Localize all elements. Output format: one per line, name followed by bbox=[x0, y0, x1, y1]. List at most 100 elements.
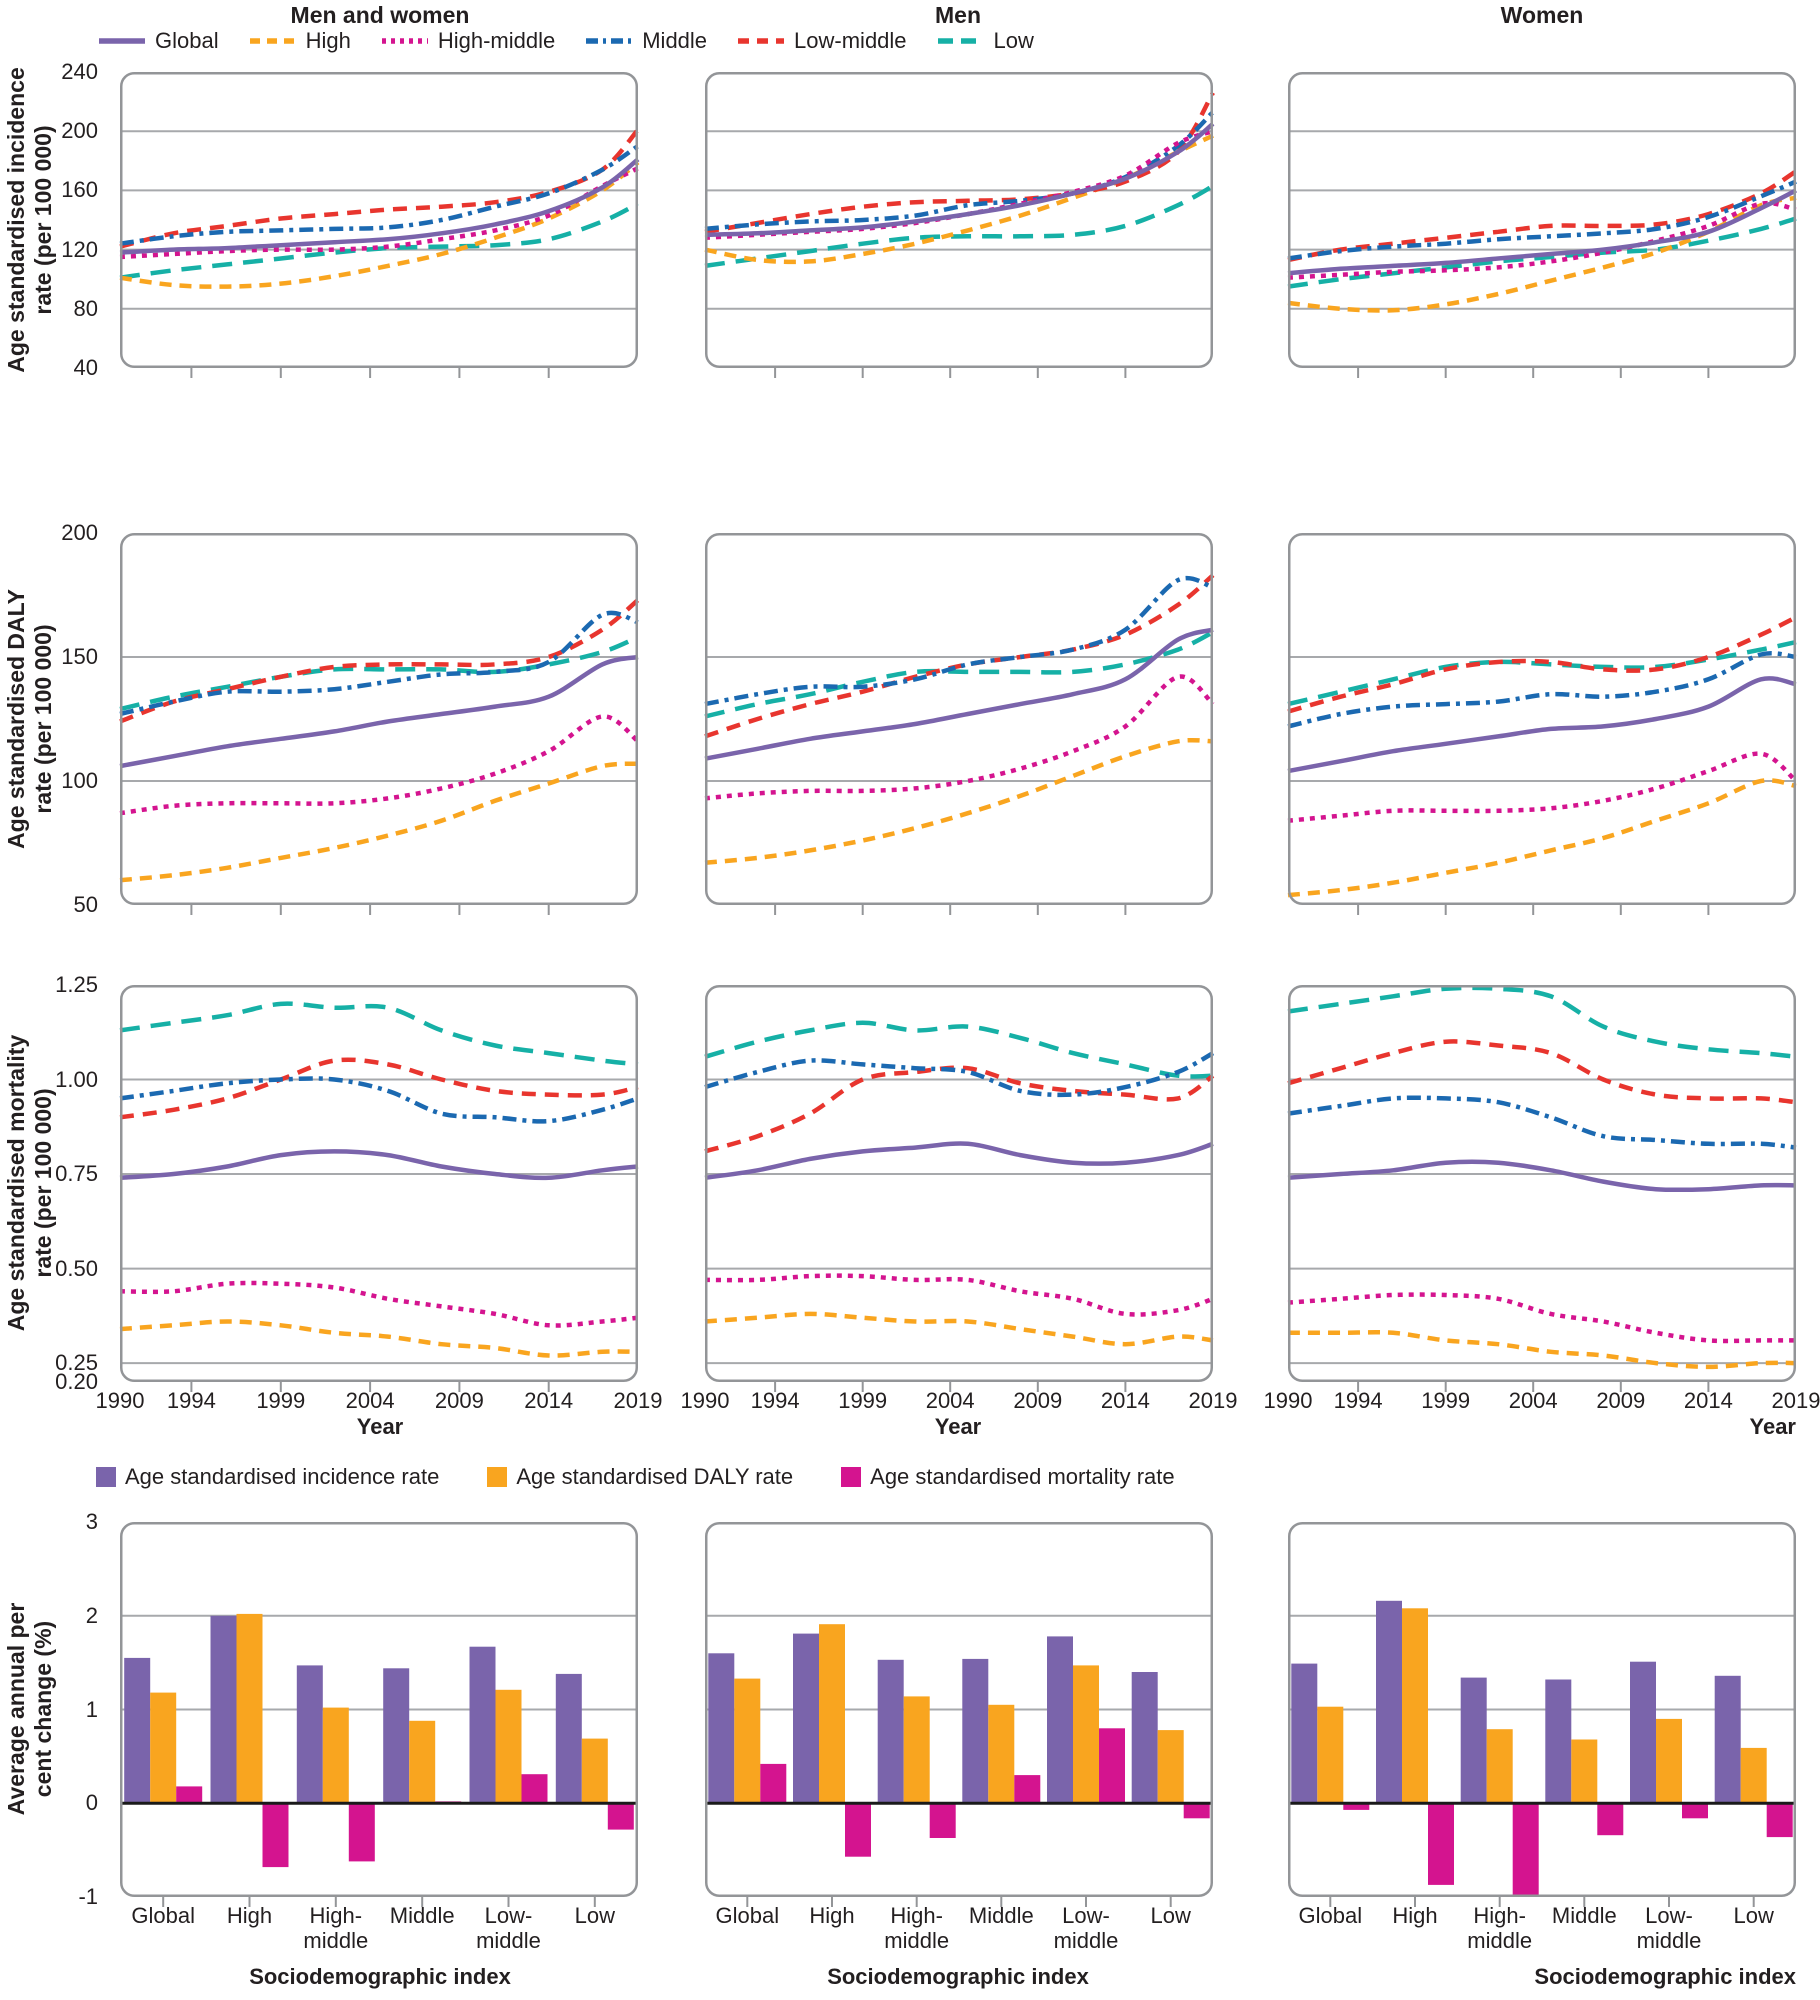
bar-category-label: High bbox=[809, 1903, 855, 1928]
line-chart-row2-col1 bbox=[704, 985, 1215, 1392]
series-line-low_middle bbox=[704, 573, 1215, 739]
series-line-high_middle bbox=[704, 1273, 1214, 1317]
bar-category-label: Low- middle bbox=[476, 1903, 541, 1953]
series-line-middle bbox=[704, 575, 1214, 707]
bar-incidence-low-middle bbox=[1630, 1661, 1656, 1804]
bar-incidence-middle bbox=[1545, 1679, 1572, 1804]
series-line-high bbox=[119, 761, 639, 883]
bar-legend-swatch-daly bbox=[487, 1467, 508, 1487]
x-axis-title-year-3: Year bbox=[1749, 1414, 1797, 1439]
bar-incidence-middle bbox=[962, 1658, 989, 1804]
series-line-low_middle bbox=[1287, 615, 1798, 714]
series-line-middle bbox=[119, 144, 640, 246]
bar-legend-swatch-mortality bbox=[841, 1467, 862, 1487]
bar-mortality-low bbox=[607, 1803, 634, 1830]
series-line-middle bbox=[1287, 1095, 1797, 1150]
y-tick-label: 0.25 bbox=[55, 1350, 98, 1376]
series-line-high bbox=[704, 737, 1214, 866]
series-line-middle bbox=[704, 1051, 1215, 1098]
plot-border bbox=[1288, 533, 1796, 905]
y-axis-label-incidence: Age standardised incidence rate (per 100… bbox=[3, 67, 56, 373]
bar-daly-low-middle bbox=[1656, 1718, 1682, 1804]
series-line-low bbox=[119, 635, 639, 712]
series-line-high_middle bbox=[704, 674, 1215, 801]
series-line-global bbox=[119, 1149, 639, 1181]
plot-border bbox=[705, 1522, 1213, 1897]
series-line-low bbox=[119, 201, 640, 280]
bar-category-label: High- middle bbox=[884, 1903, 950, 1953]
bar-incidence-high-middle bbox=[877, 1659, 904, 1804]
x-tick-label: 1990 bbox=[95, 1388, 145, 1413]
series-line-global bbox=[704, 122, 1215, 238]
bar-mortality-high bbox=[262, 1803, 289, 1868]
bar-legend-swatch-incidence bbox=[96, 1467, 116, 1487]
bar-daly-high-middle bbox=[322, 1707, 349, 1804]
y-tick-label: 40 bbox=[73, 355, 98, 380]
series-line-global bbox=[1287, 676, 1797, 774]
bar-legend-item-incidence: Age standardised incidence rate bbox=[96, 1464, 439, 1490]
legend-item-middle: Middle bbox=[585, 28, 707, 54]
bar-incidence-high bbox=[210, 1615, 237, 1804]
legend-line-sample-low bbox=[937, 38, 984, 44]
series-line-low bbox=[1287, 985, 1797, 1060]
x-tick-label: 1994 bbox=[1333, 1388, 1383, 1413]
series-line-high_middle bbox=[1287, 200, 1797, 280]
bar-incidence-global bbox=[1291, 1663, 1318, 1804]
series-line-high_middle bbox=[1287, 1292, 1796, 1344]
y-tick-label: 200 bbox=[61, 520, 98, 545]
x-tick-label: 1999 bbox=[256, 1388, 306, 1413]
bar-category-label: Middle bbox=[1551, 1903, 1617, 1928]
series-line-middle bbox=[119, 1076, 639, 1124]
bar-daly-high-middle bbox=[1486, 1729, 1513, 1804]
series-line-high bbox=[1288, 1330, 1797, 1370]
series-line-low_middle bbox=[119, 1057, 639, 1120]
x-axis-title-year-1: Year bbox=[356, 1414, 404, 1439]
legend-line-sample-high bbox=[249, 38, 296, 44]
series-line-low_middle bbox=[1287, 169, 1798, 263]
bar-legend-item-mortality: Age standardised mortality rate bbox=[841, 1464, 1175, 1490]
bar-category-label: High bbox=[226, 1903, 273, 1928]
series-line-global bbox=[1287, 1159, 1797, 1193]
x-axis-title-sdi-2: Sociodemographic index bbox=[827, 1964, 1089, 1989]
series-line-middle bbox=[1287, 179, 1797, 261]
series-line-high bbox=[704, 1311, 1214, 1347]
series-line-high_middle bbox=[119, 714, 640, 816]
bar-category-label: Global bbox=[715, 1903, 780, 1928]
plot-border bbox=[1288, 1522, 1796, 1897]
y-tick-label: 150 bbox=[61, 644, 98, 669]
plot-border bbox=[705, 533, 1213, 905]
bar-chart-col1 bbox=[705, 1522, 1213, 1907]
series-line-global bbox=[704, 627, 1214, 761]
legend-label-global: Global bbox=[155, 28, 219, 53]
bar-incidence-high-middle bbox=[296, 1665, 323, 1804]
series-line-low bbox=[1287, 216, 1797, 289]
bar-incidence-high bbox=[1376, 1600, 1402, 1804]
series-line-high bbox=[119, 160, 640, 289]
x-tick-label: 2019 bbox=[613, 1388, 663, 1413]
bar-category-label: Middle bbox=[389, 1903, 455, 1928]
x-tick-label: 2009 bbox=[434, 1388, 484, 1413]
line-chart-row1-col2 bbox=[1287, 533, 1798, 915]
y-tick-label: 240 bbox=[61, 59, 98, 84]
x-tick-label: 2019 bbox=[1188, 1388, 1238, 1413]
series-line-high_middle bbox=[1287, 751, 1798, 823]
bar-daly-high bbox=[236, 1613, 263, 1804]
bar-mortality-low-middle bbox=[521, 1774, 548, 1804]
legend-item-low: Low bbox=[937, 28, 1034, 54]
legend-item-high: High bbox=[249, 28, 351, 54]
x-tick-label: 2014 bbox=[1683, 1388, 1733, 1413]
bar-mortality-global bbox=[1343, 1803, 1370, 1810]
series-line-global bbox=[119, 654, 639, 769]
y-tick-label: 200 bbox=[61, 118, 98, 144]
bar-category-label: High- middle bbox=[1467, 1903, 1533, 1953]
bar-mortality-high bbox=[1428, 1803, 1454, 1885]
series-line-low_middle bbox=[704, 91, 1215, 235]
plot-border bbox=[705, 72, 1213, 368]
y-tick-label: 50 bbox=[73, 892, 98, 917]
plot-border bbox=[705, 985, 1213, 1382]
bar-chart-col2 bbox=[1288, 1522, 1796, 1907]
series-line-middle bbox=[704, 110, 1215, 232]
y-tick-label: 1 bbox=[85, 1696, 98, 1722]
series-line-high_middle bbox=[119, 166, 640, 260]
